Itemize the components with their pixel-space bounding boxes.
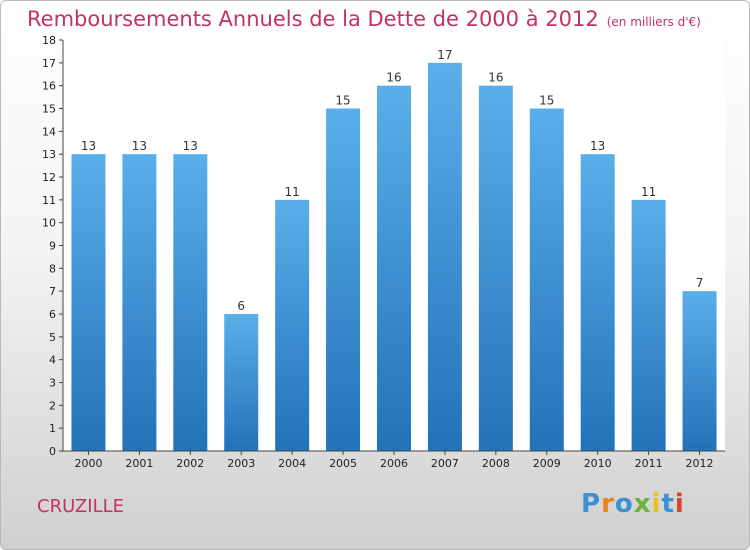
bar-value-label: 13	[81, 139, 96, 153]
bar	[427, 62, 462, 451]
logo-letter: t	[661, 489, 675, 519]
chart-title-text: Remboursements Annuels de la Dette de 20…	[27, 7, 599, 31]
y-tick-label: 1	[49, 422, 56, 435]
x-tick-label: 2006	[380, 457, 408, 470]
bar-value-label: 13	[132, 139, 147, 153]
logo-letter: x	[633, 489, 652, 519]
y-tick-label: 7	[49, 285, 56, 298]
bar	[71, 154, 106, 451]
y-tick-label: 11	[42, 194, 56, 207]
x-tick-label: 2008	[482, 457, 510, 470]
logo-letter: i	[674, 489, 685, 519]
bar	[682, 291, 717, 451]
bar	[173, 154, 208, 451]
y-tick-label: 5	[49, 331, 56, 344]
bar	[631, 199, 666, 451]
bar-value-label: 11	[285, 185, 300, 199]
y-tick-label: 4	[49, 354, 56, 367]
y-tick-label: 3	[49, 377, 56, 390]
logo-letter: i	[651, 489, 662, 519]
x-tick-label: 2000	[74, 457, 102, 470]
place-name: CRUZILLE	[37, 496, 125, 517]
bar	[326, 108, 361, 451]
y-tick-label: 18	[42, 34, 56, 47]
bar-value-label: 15	[335, 94, 350, 108]
x-tick-label: 2012	[686, 457, 714, 470]
bar	[224, 314, 259, 451]
logo-letter: P	[581, 489, 602, 519]
y-tick-label: 17	[42, 57, 56, 70]
y-tick-label: 16	[42, 80, 56, 93]
bar	[122, 154, 157, 451]
logo-letter: r	[601, 489, 615, 519]
bar-value-label: 16	[488, 71, 503, 85]
y-tick-label: 2	[49, 399, 56, 412]
bar	[580, 154, 615, 451]
proxiti-logo: Proxiti	[581, 489, 685, 519]
y-tick-label: 9	[49, 240, 56, 253]
bar-value-label: 17	[437, 48, 452, 62]
x-tick-label: 2007	[431, 457, 459, 470]
x-tick-label: 2005	[329, 457, 357, 470]
bar-value-label: 15	[539, 94, 554, 108]
bar-value-label: 13	[590, 139, 605, 153]
y-tick-label: 6	[49, 308, 56, 321]
x-tick-label: 2010	[584, 457, 612, 470]
y-tick-label: 8	[49, 262, 56, 275]
bar-value-label: 13	[183, 139, 198, 153]
y-tick-label: 13	[42, 148, 56, 161]
chart-unit: (en milliers d'€)	[606, 15, 701, 29]
logo-letter: o	[614, 489, 634, 519]
x-tick-label: 2001	[125, 457, 153, 470]
bar	[275, 199, 310, 451]
x-tick-label: 2009	[533, 457, 561, 470]
bar	[377, 85, 411, 452]
y-tick-label: 10	[42, 217, 56, 230]
bar-value-label: 7	[696, 276, 704, 290]
bar	[478, 85, 513, 452]
y-tick-label: 0	[49, 445, 56, 458]
bar-value-label: 11	[641, 185, 656, 199]
bar-value-label: 6	[237, 299, 245, 313]
x-tick-label: 2004	[278, 457, 306, 470]
x-tick-label: 2011	[635, 457, 663, 470]
chart-title: Remboursements Annuels de la Dette de 20…	[27, 7, 701, 31]
y-tick-label: 14	[42, 125, 56, 138]
bar	[529, 108, 564, 451]
y-tick-label: 15	[42, 103, 56, 116]
x-tick-label: 2002	[176, 457, 204, 470]
y-tick-label: 12	[42, 171, 56, 184]
x-tick-label: 2003	[227, 457, 255, 470]
bar-value-label: 16	[386, 71, 401, 85]
